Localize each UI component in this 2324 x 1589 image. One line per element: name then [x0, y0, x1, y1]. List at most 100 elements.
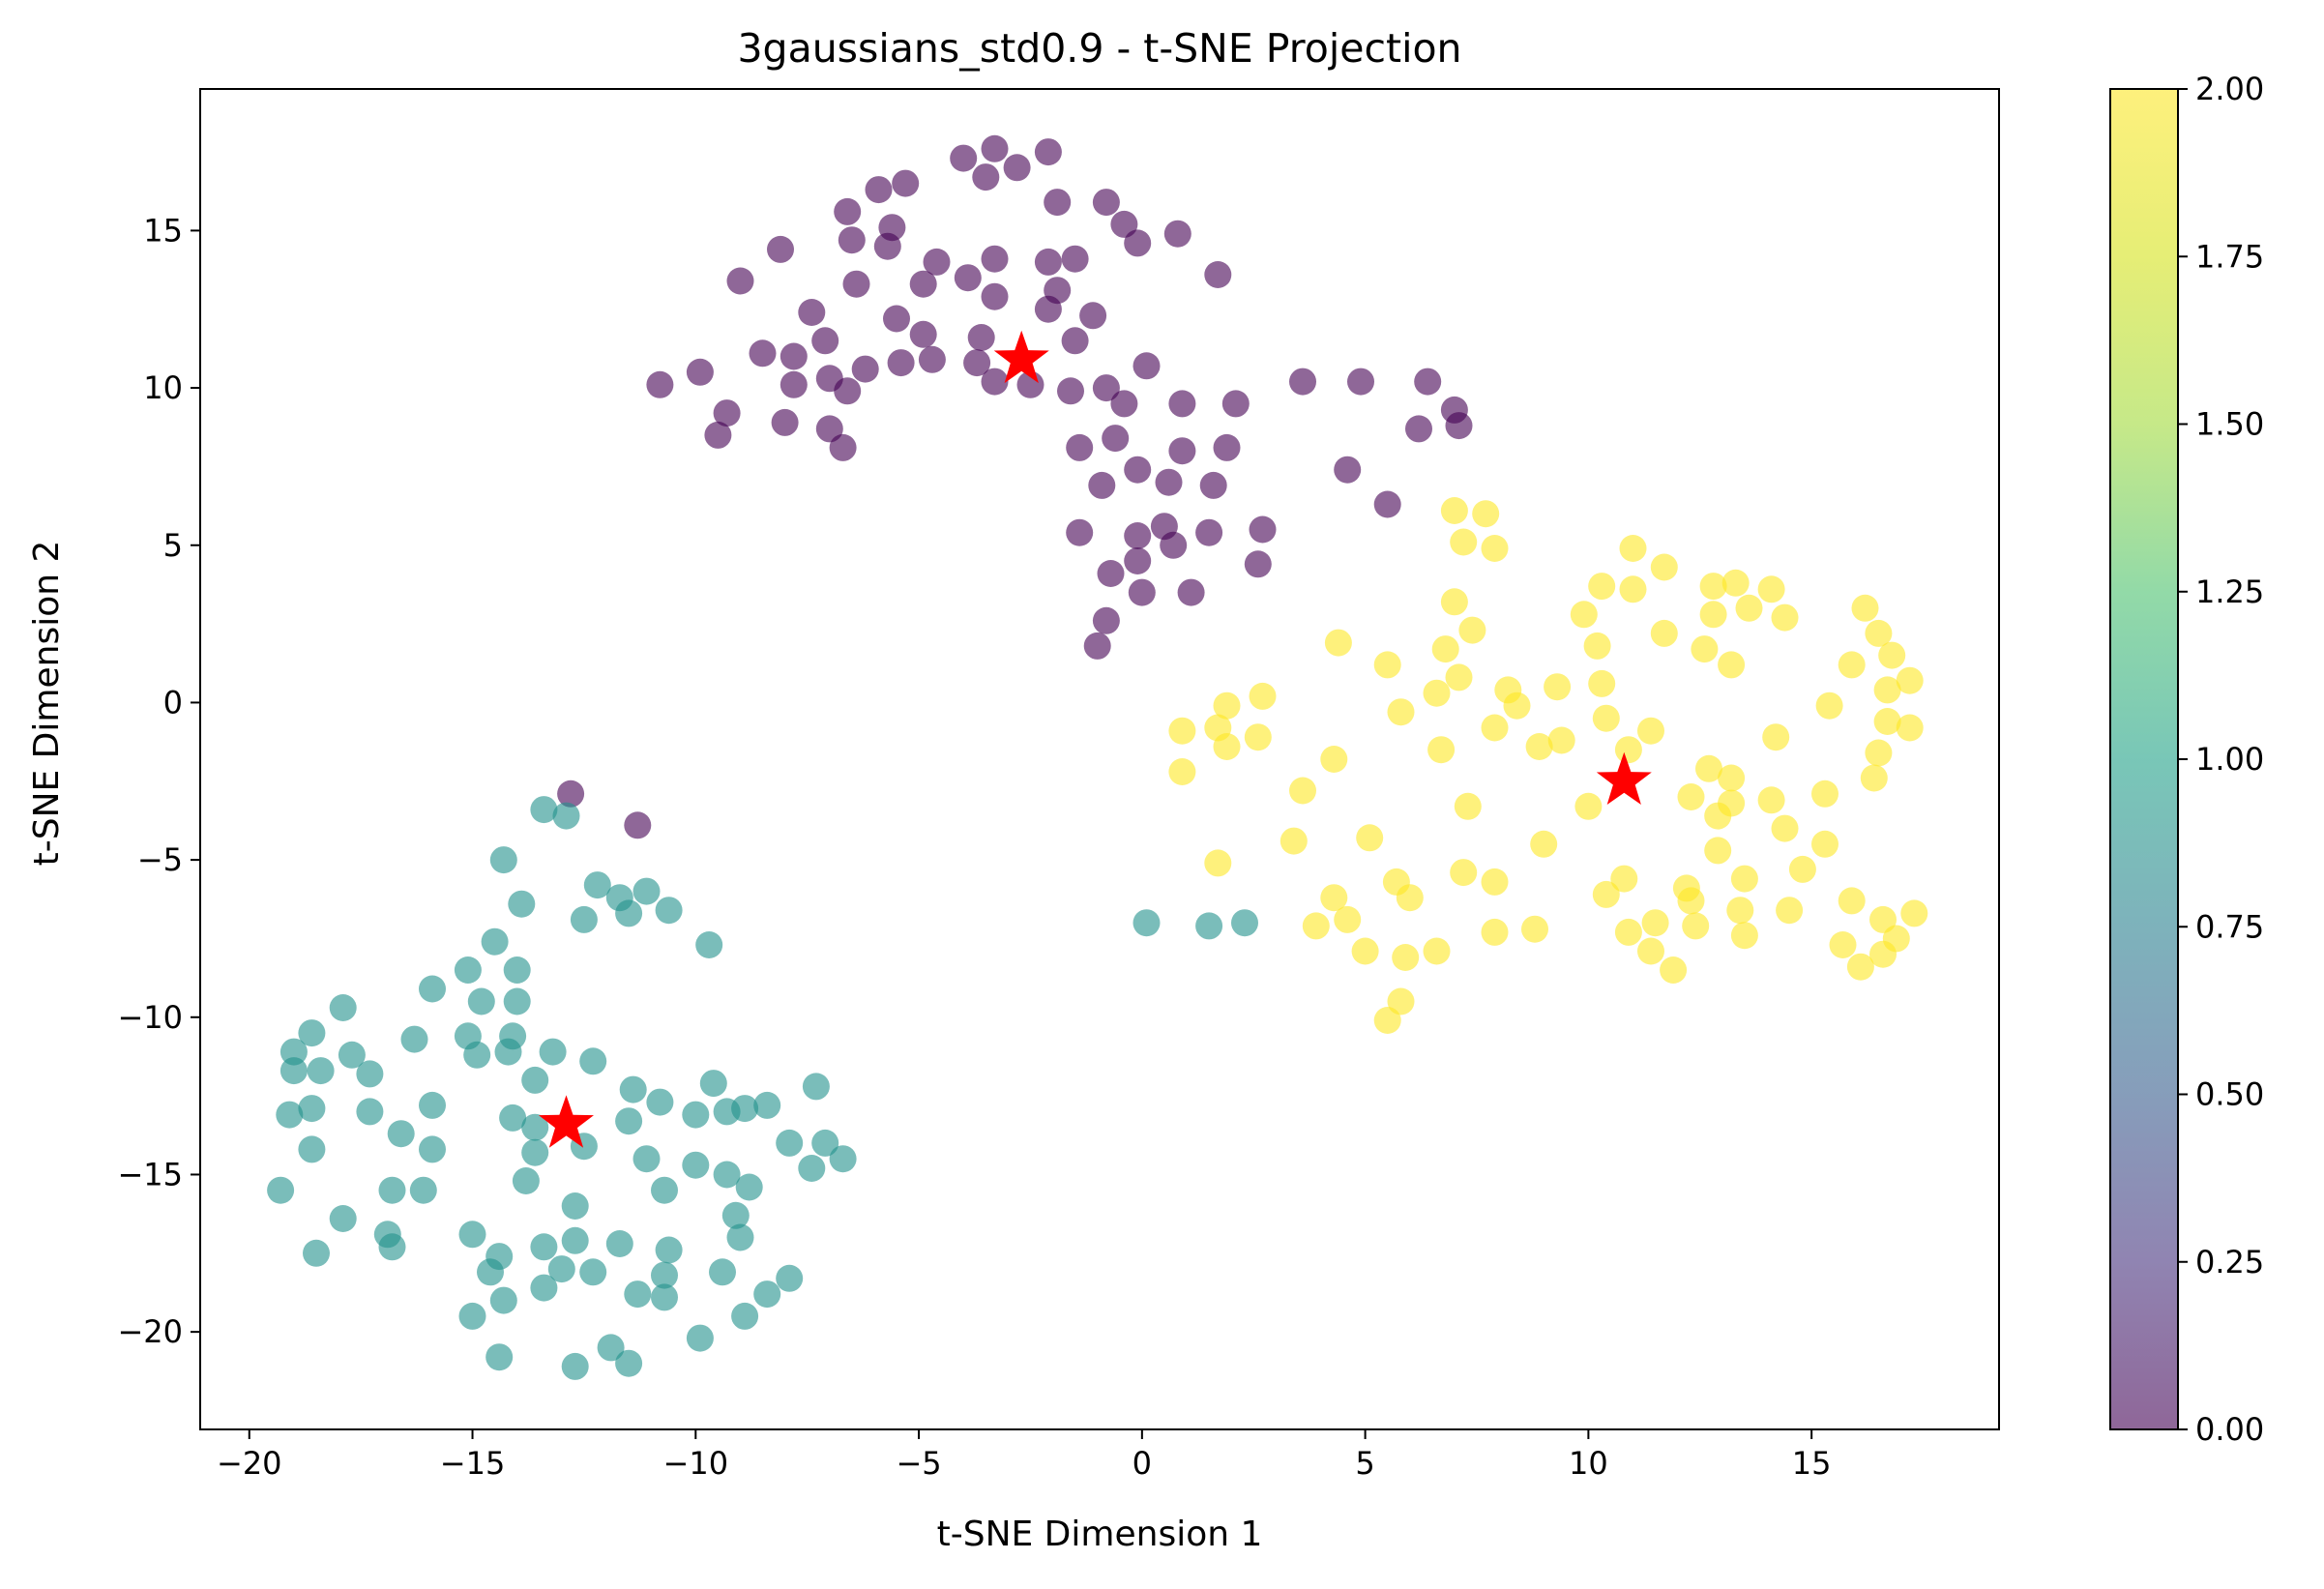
- data-point-cluster-1: [632, 1145, 661, 1173]
- x-tick-label: 0: [1133, 1445, 1152, 1482]
- data-point-cluster-0: [557, 780, 585, 808]
- data-point-cluster-0: [1044, 189, 1072, 217]
- data-point-cluster-2: [1503, 692, 1531, 720]
- data-point-cluster-0: [1097, 560, 1125, 587]
- data-point-cluster-0: [1092, 374, 1120, 402]
- data-point-cluster-2: [1289, 777, 1316, 805]
- data-point-cluster-0: [1221, 390, 1250, 418]
- data-point-cluster-1: [597, 1334, 625, 1362]
- data-point-cluster-1: [419, 1135, 446, 1163]
- data-point-cluster-0: [686, 358, 714, 386]
- data-point-cluster-2: [1387, 987, 1415, 1015]
- data-point-cluster-0: [887, 349, 915, 377]
- data-point-cluster-2: [1320, 746, 1348, 773]
- data-point-cluster-2: [1619, 535, 1647, 562]
- data-point-cluster-2: [1771, 814, 1799, 842]
- data-point-cluster-2: [1588, 669, 1616, 697]
- data-point-cluster-2: [1481, 868, 1509, 896]
- data-point-cluster-2: [1249, 682, 1277, 710]
- data-point-cluster-2: [1873, 676, 1901, 704]
- data-point-cluster-2: [1302, 912, 1330, 940]
- data-point-cluster-1: [499, 1103, 527, 1132]
- data-point-cluster-2: [1373, 651, 1401, 679]
- data-point-cluster-2: [1757, 786, 1785, 814]
- data-point-cluster-2: [1660, 956, 1688, 984]
- data-point-cluster-0: [834, 377, 862, 405]
- colorbar-tick-label: 0.25: [2195, 1244, 2264, 1280]
- data-point-cluster-1: [454, 956, 482, 984]
- data-point-cluster-1: [467, 987, 495, 1015]
- data-point-cluster-0: [1177, 578, 1205, 606]
- colorbar-tick-label: 2.00: [2195, 71, 2264, 107]
- data-point-cluster-0: [1092, 606, 1120, 634]
- data-point-cluster-2: [1574, 792, 1603, 820]
- data-point-cluster-0: [1160, 531, 1188, 559]
- data-point-cluster-2: [1699, 573, 1727, 601]
- data-point-cluster-0: [1334, 456, 1362, 484]
- data-point-cluster-1: [776, 1129, 804, 1157]
- data-point-cluster-2: [1547, 726, 1575, 754]
- data-point-cluster-1: [579, 1047, 607, 1075]
- data-point-cluster-2: [1650, 619, 1678, 647]
- colorbar-tick-label: 1.00: [2195, 741, 2264, 778]
- data-point-cluster-2: [1704, 837, 1732, 865]
- data-point-cluster-2: [1776, 897, 1804, 925]
- data-point-cluster-1: [303, 1239, 330, 1267]
- data-point-cluster-1: [508, 890, 536, 918]
- data-point-cluster-1: [561, 1192, 589, 1220]
- y-tick-label: −20: [117, 1313, 183, 1350]
- data-point-cluster-2: [1811, 780, 1839, 808]
- colorbar-tick-label: 0.75: [2195, 908, 2264, 945]
- data-point-cluster-2: [1811, 830, 1839, 858]
- data-point-cluster-2: [1356, 824, 1384, 852]
- data-point-cluster-1: [329, 994, 357, 1021]
- data-point-cluster-1: [735, 1173, 763, 1201]
- data-point-cluster-1: [530, 796, 558, 824]
- data-point-cluster-2: [1213, 692, 1241, 720]
- data-point-cluster-1: [624, 1280, 652, 1309]
- data-point-cluster-1: [686, 1324, 714, 1352]
- y-tick-label: −15: [117, 1156, 183, 1192]
- data-point-cluster-0: [713, 399, 741, 427]
- data-point-cluster-2: [1320, 884, 1348, 912]
- data-point-cluster-0: [1061, 245, 1089, 273]
- data-point-cluster-1: [539, 1038, 567, 1066]
- y-tick-label: 10: [143, 369, 183, 406]
- data-point-cluster-0: [1092, 189, 1120, 217]
- data-point-cluster-0: [1244, 550, 1272, 578]
- data-point-cluster-1: [489, 1286, 517, 1314]
- chart-title: 3gaussians_std0.9 - t-SNE Projection: [737, 25, 1461, 72]
- data-point-cluster-0: [1133, 352, 1161, 380]
- data-point-cluster-0: [1124, 456, 1152, 484]
- data-point-cluster-1: [829, 1145, 857, 1173]
- data-point-cluster-0: [1289, 368, 1316, 396]
- data-point-cluster-0: [967, 324, 995, 351]
- data-point-cluster-1: [409, 1176, 437, 1204]
- x-tick-label: −20: [217, 1445, 282, 1482]
- data-point-cluster-2: [1481, 535, 1509, 562]
- data-point-cluster-2: [1788, 855, 1816, 883]
- colorbar-gradient: [2110, 89, 2178, 1429]
- data-point-cluster-2: [1641, 909, 1669, 937]
- data-point-cluster-1: [356, 1060, 384, 1088]
- data-point-cluster-1: [579, 1258, 607, 1286]
- data-point-cluster-1: [481, 927, 509, 956]
- data-point-cluster-2: [1878, 641, 1906, 669]
- data-point-cluster-2: [1757, 575, 1785, 603]
- data-point-cluster-0: [624, 811, 652, 839]
- data-point-cluster-2: [1427, 736, 1456, 764]
- data-point-cluster-2: [1677, 887, 1705, 915]
- data-point-cluster-1: [651, 1176, 678, 1204]
- data-point-cluster-0: [1110, 210, 1138, 238]
- x-axis-label: t-SNE Dimension 1: [937, 1515, 1263, 1554]
- data-point-cluster-2: [1846, 953, 1874, 981]
- data-point-cluster-2: [1677, 783, 1705, 810]
- data-point-cluster-0: [838, 226, 866, 254]
- data-point-cluster-2: [1896, 714, 1924, 742]
- data-point-cluster-0: [1373, 490, 1401, 518]
- data-point-cluster-1: [279, 1038, 308, 1066]
- data-point-cluster-2: [1718, 789, 1746, 817]
- data-point-cluster-0: [780, 370, 808, 398]
- y-tick-label: 15: [143, 212, 183, 249]
- data-point-cluster-2: [1614, 918, 1642, 946]
